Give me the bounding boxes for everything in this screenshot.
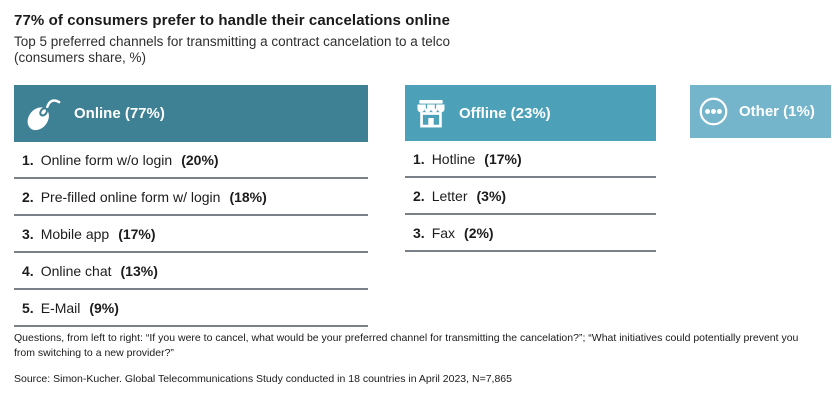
item-rank: 5. (22, 299, 34, 316)
item-label: Online chat (40, 262, 112, 279)
item-rank: 4. (22, 262, 34, 279)
item-label: Hotline (431, 150, 476, 167)
online-header-label: Online (77%) (74, 105, 165, 122)
page-title: 77% of consumers prefer to handle their … (14, 12, 451, 29)
list-item: 1. Online form w/o login (20%) (14, 142, 368, 179)
online-header: Online (77%) (14, 85, 368, 142)
item-value: (13%) (120, 262, 158, 279)
list-item: 4. Online chat (13%) (14, 253, 368, 290)
item-value: (18%) (229, 188, 267, 205)
list-item: 2. Letter (3%) (405, 178, 656, 215)
item-label: Fax (431, 224, 456, 241)
other-header-label: Other (1%) (739, 103, 815, 120)
mouse-icon (22, 95, 64, 133)
list-item: 5. E-Mail (9%) (14, 290, 368, 327)
page-subtitle: Top 5 preferred channels for transmittin… (14, 34, 450, 66)
item-value: (3%) (476, 187, 507, 204)
offline-header-label: Offline (23%) (459, 104, 551, 122)
item-value: (9%) (89, 299, 119, 316)
item-value: (17%) (484, 150, 522, 167)
questions-footnote: Questions, from left to right: “If you w… (14, 332, 799, 359)
item-label: Pre-filled online form w/ login (40, 188, 221, 205)
item-label: Mobile app (40, 225, 110, 242)
item-rank: 3. (22, 225, 34, 242)
page-subtitle-line1: Top 5 preferred channels for transmittin… (14, 34, 450, 49)
list-item: 2. Pre-filled online form w/ login (18%) (14, 179, 368, 216)
offline-header: Offline (23%) (405, 85, 656, 141)
item-rank: 2. (413, 187, 425, 204)
item-value: (20%) (181, 151, 219, 168)
storefront-icon (413, 98, 449, 129)
ellipsis-icon (698, 96, 729, 127)
item-value: (17%) (118, 225, 156, 242)
online-column: Online (77%) 1. Online form w/o login (2… (14, 85, 368, 327)
other-header: Other (1%) (690, 85, 831, 138)
item-label: Letter (431, 187, 468, 204)
item-rank: 2. (22, 188, 34, 205)
item-label: E-Mail (40, 299, 81, 316)
offline-column: Offline (23%) 1. Hotline (17%) 2. Letter… (405, 85, 656, 252)
source-note: Source: Simon-Kucher. Global Telecommuni… (14, 373, 512, 385)
page-subtitle-line2: (consumers share, %) (14, 49, 147, 65)
item-rank: 3. (413, 224, 425, 241)
list-item: 3. Fax (2%) (405, 215, 656, 252)
list-item: 3. Mobile app (17%) (14, 216, 368, 253)
item-rank: 1. (413, 150, 425, 167)
item-rank: 1. (22, 151, 34, 168)
item-label: Online form w/o login (40, 151, 173, 168)
other-column: Other (1%) (690, 85, 831, 138)
item-value: (2%) (464, 224, 494, 241)
list-item: 1. Hotline (17%) (405, 141, 656, 178)
